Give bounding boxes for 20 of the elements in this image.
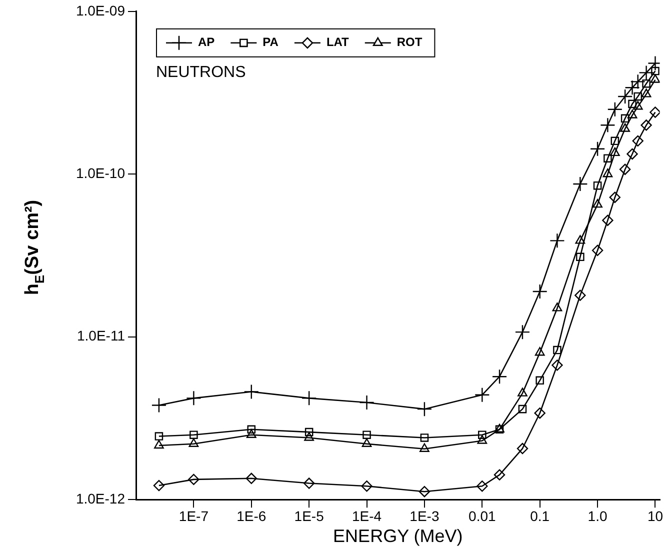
y-tick-label: 1.0E-09 [76,2,126,18]
legend-label: ROT [396,35,423,50]
y-axis-title: hE(Sv cm²) [22,200,47,296]
legend-label: LAT [326,35,350,50]
x-tick-label: 1E-5 [294,508,324,524]
x-axis-title: ENERGY (MeV) [333,526,463,546]
x-tick-label: 0.01 [468,508,496,524]
annotation: NEUTRONS [156,64,246,81]
x-tick-label: 1E-4 [352,508,382,524]
x-tick-label: 1E-7 [178,508,209,524]
y-tick-label: 1.0E-12 [76,490,126,506]
y-tick-label: 1.0E-11 [77,328,126,344]
x-tick-label: 1E-3 [410,508,440,524]
legend-label: AP [198,35,215,50]
x-tick-label: 1.0 [588,508,608,524]
legend-label: PA [262,35,279,50]
x-tick-label: 10 [647,508,664,524]
x-tick-label: 1E-6 [236,508,266,524]
x-tick-label: 0.1 [530,508,550,524]
y-tick-label: 1.0E-10 [76,164,126,181]
